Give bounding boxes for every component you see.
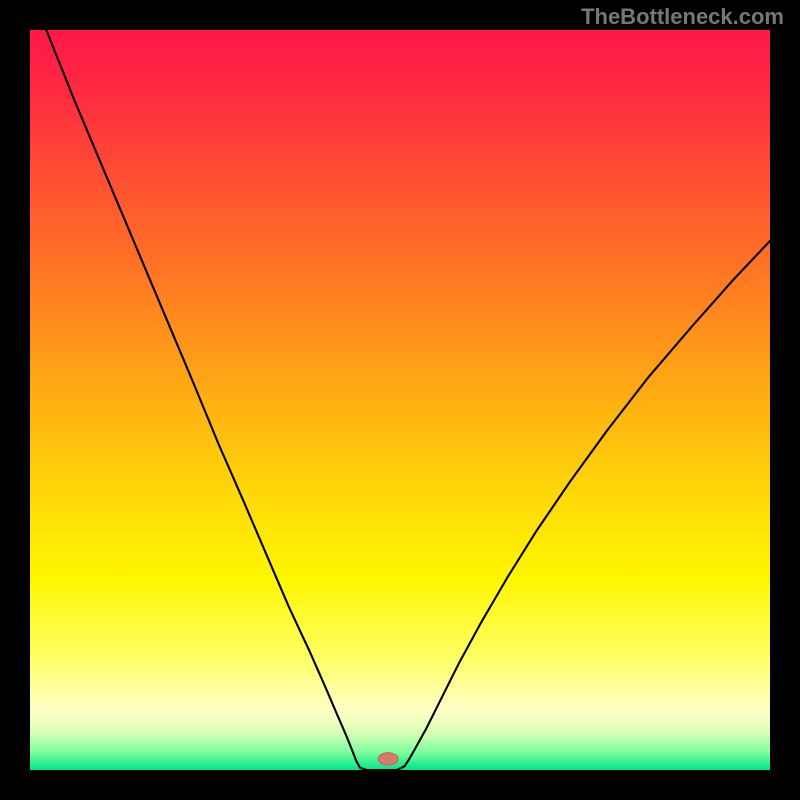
result-marker <box>378 753 398 766</box>
watermark-text: TheBottleneck.com <box>581 4 784 30</box>
chart-background <box>30 30 770 770</box>
